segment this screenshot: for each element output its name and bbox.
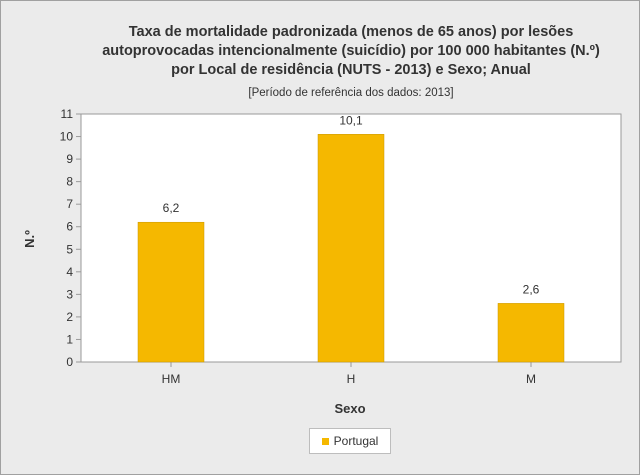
y-tick-label: 8 (66, 175, 73, 189)
bar-hm[interactable] (137, 221, 205, 363)
legend-swatch-portugal (321, 437, 329, 445)
y-tick-label: 5 (66, 242, 73, 256)
y-axis-label: N.º (22, 230, 37, 248)
y-tick-label: 9 (66, 152, 73, 166)
x-tick-label-h: H (347, 372, 356, 386)
x-tick-label-m: M (526, 372, 536, 386)
y-tick-label: 4 (66, 265, 73, 279)
legend[interactable]: Portugal (309, 428, 391, 454)
bar-m[interactable] (497, 303, 565, 363)
y-tick-label: 6 (66, 220, 73, 234)
x-axis: HM H M (162, 362, 536, 386)
bar-h[interactable] (317, 134, 385, 363)
legend-label-portugal: Portugal (333, 434, 379, 448)
y-tick-label: 3 (66, 287, 73, 301)
chart-title-line-1: Taxa de mortalidade padronizada (menos d… (128, 24, 574, 40)
y-tick-label: 7 (66, 197, 73, 211)
x-tick-label-hm: HM (162, 372, 181, 386)
y-tick-label: 11 (61, 107, 74, 121)
bars-group: 6,2 10,1 2,6 (137, 113, 565, 363)
y-tick-label: 10 (60, 130, 74, 144)
y-tick-label: 1 (66, 332, 73, 346)
chart-subtitle: [Período de referência dos dados: 2013] (248, 87, 454, 99)
x-axis-label: Sexo (334, 401, 365, 416)
y-tick-label: 2 (66, 310, 73, 324)
y-tick-label: 0 (66, 355, 73, 369)
chart-title-line-2: autoprovocadas intencionalmente (suicídi… (102, 43, 600, 59)
y-axis: 0 1 2 3 4 5 6 7 8 9 10 11 (60, 107, 81, 369)
data-label-hm: 6,2 (163, 201, 180, 215)
data-label-h: 10,1 (339, 113, 363, 127)
data-label-m: 2,6 (523, 282, 540, 296)
chart-title-line-3: por Local de residência (NUTS - 2013) e … (171, 62, 531, 78)
